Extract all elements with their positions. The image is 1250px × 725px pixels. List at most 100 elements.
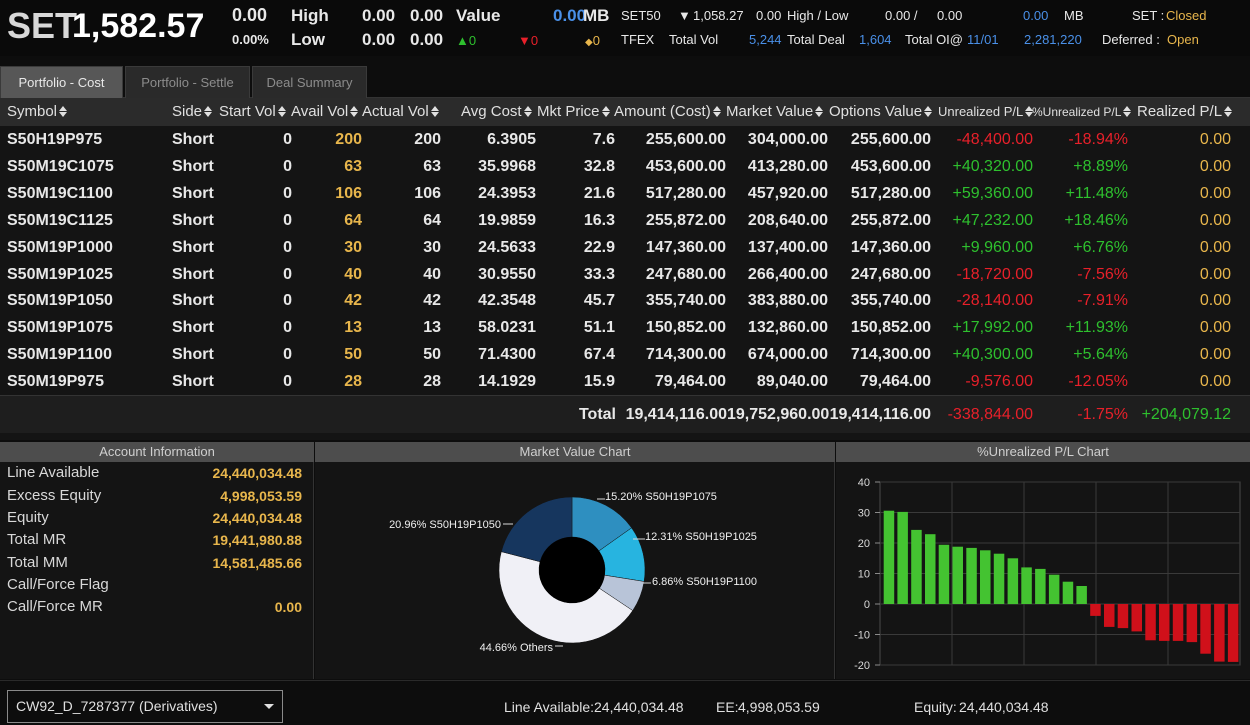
table-cell: 42 [344,292,362,310]
column-header[interactable]: Mkt Price [537,98,610,126]
pl-bar[interactable] [1159,604,1170,641]
pl-bar[interactable] [1172,604,1184,641]
tfex-label: TFEX [621,32,655,47]
table-row[interactable]: S50M19C1125 Short 0 64 64 19.9859 16.3 255,872.… [0,207,1250,234]
table-row[interactable]: S50M19P1025 Short 0 40 40 30.9550 33.3 247,680.… [0,261,1250,288]
table-row[interactable]: S50H19P975 Short 0 200 200 6.3905 7.6 255,600.0… [0,126,1250,153]
table-cell: 0.00 [1199,292,1231,310]
table-cell: 355,740.00 [850,292,931,310]
table-cell: 0 [283,238,292,256]
column-header[interactable]: Avg Cost [461,98,532,126]
table-cell: Short [172,157,214,175]
table-cell: 71.4300 [478,346,536,364]
sort-icon [59,105,68,117]
chevron-down-icon [264,704,274,709]
table-cell: 0.00 [1199,238,1231,256]
pl-bar[interactable] [897,511,908,604]
column-header[interactable]: Realized P/L [1137,98,1233,126]
pl-bar[interactable] [1035,568,1046,604]
table-cell: 106 [414,184,441,202]
up-count-group: ▲0 [456,33,476,48]
column-header[interactable]: Amount (Cost) [614,98,721,126]
pie-slice-label: 12.31% S50H19P1025 [645,531,757,543]
column-header[interactable]: Side [172,98,213,126]
account-info-label: Line Available [7,464,100,481]
table-row[interactable]: S50M19C1075 Short 0 63 63 35.9968 32.8 453,600.… [0,153,1250,180]
table-cell: S50M19P1075 [7,319,113,337]
column-header-label: Options Value [829,103,923,120]
table-cell: +18.46% [1064,211,1128,229]
account-selector[interactable]: CW92_D_7287377 (Derivatives) [7,690,283,723]
table-row[interactable]: S50M19P975 Short 0 28 28 14.1929 15.9 79,464.00… [0,368,1250,395]
table-cell: Short [172,346,214,364]
table-cell: 714,300.00 [645,346,726,364]
pl-bar[interactable] [1186,604,1198,643]
table-cell: S50M19P1000 [7,238,113,256]
pl-bar[interactable] [1007,558,1019,605]
table-cell: 30 [344,238,362,256]
pl-bar[interactable] [966,547,977,604]
table-cell: -48,400.00 [956,131,1033,148]
pl-bar[interactable] [1021,567,1032,604]
market-value-chart: 15.20% S50H19P1075 12.31% S50H19P1025 6.86… [315,462,835,679]
table-row[interactable]: S50M19P1075 Short 0 13 13 58.0231 51.1 150,852.… [0,314,1250,341]
pl-bar[interactable] [1145,604,1156,641]
table-cell: 58.0231 [478,319,536,337]
down-count: 0 [530,33,539,48]
donut-hole [539,537,605,603]
pl-bar[interactable] [1200,604,1211,654]
column-header[interactable]: Start Vol [219,98,286,126]
pl-bar[interactable] [1117,604,1129,629]
table-cell: 255,600.00 [645,131,726,148]
table-cell: 0.00 [1199,319,1231,337]
table-cell: S50M19P1025 [7,265,113,283]
pl-bar[interactable] [1104,604,1115,627]
column-header[interactable]: Options Value [829,98,933,126]
table-row[interactable]: S50M19P1050 Short 0 42 42 42.3548 45.7 355,740.… [0,287,1250,314]
pl-bar[interactable] [993,553,1005,604]
pl-bar[interactable] [1062,581,1074,604]
set50-high: 0.00 / [885,8,918,23]
table-cell: Short [172,211,214,229]
pl-bar[interactable] [925,534,936,604]
sort-icon [277,105,286,117]
pl-bar[interactable] [938,544,950,604]
down-arrow-icon: ▼ [518,33,531,48]
sort-icon [523,105,532,117]
pl-bar[interactable] [1131,604,1143,632]
total-vol-label: Total Vol [669,32,719,47]
table-row[interactable]: S50M19P1000 Short 0 30 30 24.5633 22.9 147,360.… [0,234,1250,261]
table-cell: 147,360.00 [645,238,726,256]
pl-bar[interactable] [1227,604,1239,662]
pl-bar[interactable] [952,546,964,604]
tab-deal-summary[interactable]: Deal Summary [252,66,367,98]
column-header[interactable]: Market Value [726,98,824,126]
pl-bar[interactable] [911,529,922,604]
set-status-label: SET : [1132,8,1165,23]
pl-bar[interactable] [980,550,991,604]
table-cell: 24.5633 [478,238,536,256]
table-row[interactable]: S50M19P1100 Short 0 50 50 71.4300 67.4 714,300.… [0,341,1250,368]
tab-portfolio-cost[interactable]: Portfolio - Cost [0,66,123,98]
pl-bar[interactable] [1048,574,1060,604]
pl-bar[interactable] [883,510,895,604]
total-market-value: 19,752,960.00 [727,406,830,423]
column-header-label: Unrealized P/L [938,104,1024,119]
table-row[interactable]: S50M19C1100 Short 0 106 106 24.3953 21.6 517,28… [0,180,1250,207]
table-cell: 40 [423,265,441,283]
column-header[interactable]: Unrealized P/L [938,98,1034,126]
low-value-2: 0.00 [410,30,444,49]
column-header[interactable]: Symbol [7,98,68,126]
pie-slice[interactable] [501,496,573,563]
pl-bar[interactable] [1090,604,1101,616]
pl-bar[interactable] [1076,586,1087,604]
y-tick-label: 0 [864,599,870,611]
column-header[interactable]: Avail Vol [291,98,359,126]
table-cell: 517,280.00 [850,184,931,202]
table-cell: 64 [344,211,362,229]
low-label: Low [291,30,325,49]
pl-bar[interactable] [1214,604,1225,662]
column-header[interactable]: Actual Vol [362,98,439,126]
column-header[interactable]: %Unrealized P/L [1032,98,1132,126]
tab-portfolio-settle[interactable]: Portfolio - Settle [125,66,250,98]
